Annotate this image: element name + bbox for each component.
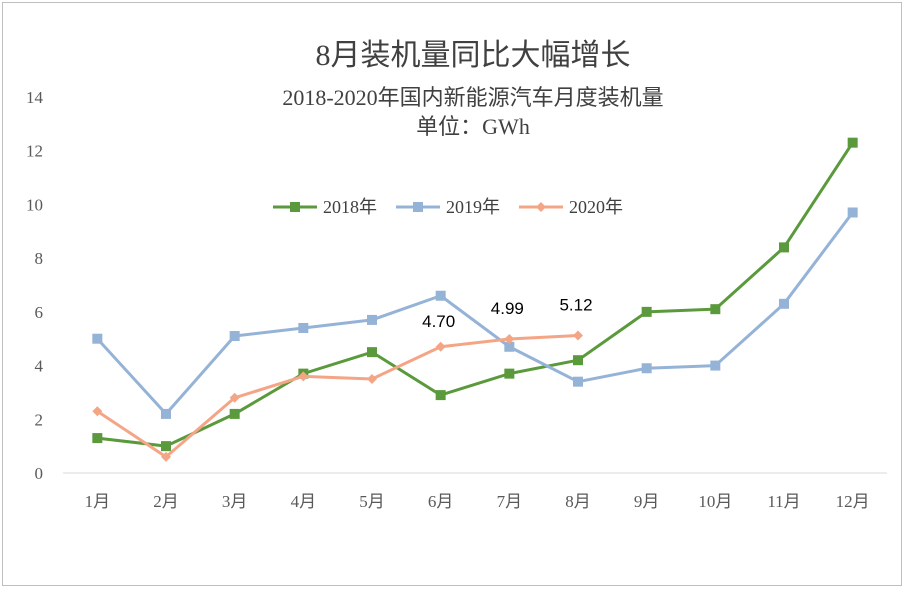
- y-tick-label: 6: [35, 303, 44, 322]
- data-point-marker: [435, 390, 446, 401]
- x-tick-label: 5月: [359, 492, 385, 511]
- data-point-marker: [710, 304, 721, 315]
- series-line: [96, 211, 854, 416]
- y-tick-label: 2: [35, 410, 44, 429]
- data-point-marker: [847, 207, 858, 218]
- legend-marker: [413, 202, 423, 212]
- data-point-marker: [92, 433, 103, 444]
- data-point-marker: [779, 298, 789, 309]
- chart-subtitle: 2018-2020年国内新能源汽车月度装机量: [282, 85, 663, 110]
- legend-marker: [536, 202, 546, 212]
- x-tick-label: 3月: [222, 492, 248, 511]
- line-chart: 8月装机量同比大幅增长 2018-2020年国内新能源汽车月度装机量 单位：GW…: [26, 39, 887, 511]
- data-label: 4.99: [491, 299, 524, 318]
- data-point-marker: [641, 306, 652, 317]
- data-label: 4.70: [422, 312, 455, 331]
- x-tick-label: 2月: [153, 492, 179, 511]
- data-label: 5.12: [559, 295, 592, 314]
- x-tick-label: 9月: [634, 492, 660, 511]
- data-point-marker: [229, 392, 240, 403]
- y-tick-label: 0: [35, 464, 44, 483]
- data-point-marker: [161, 441, 171, 452]
- y-tick-label: 10: [26, 195, 43, 214]
- data-point-marker: [92, 406, 103, 417]
- x-tick-label: 6月: [428, 492, 454, 511]
- series-line: [96, 333, 579, 459]
- legend-item: 2018年: [273, 197, 377, 217]
- legend-item: 2020年: [519, 197, 623, 217]
- legend-label: 2018年: [323, 197, 377, 217]
- data-point-marker: [161, 451, 171, 462]
- data-point-marker: [504, 368, 515, 379]
- legend-label: 2019年: [446, 197, 500, 217]
- legend-label: 2020年: [569, 197, 623, 217]
- chart-unit: 单位：GWh: [416, 114, 530, 139]
- data-point-marker: [847, 137, 858, 148]
- data-point-marker: [573, 376, 583, 387]
- data-point-marker: [641, 363, 652, 374]
- legend-marker: [290, 202, 300, 212]
- x-tick-label: 4月: [291, 492, 317, 511]
- data-point-marker: [710, 360, 721, 371]
- data-point-marker: [435, 341, 446, 352]
- data-point-marker: [367, 374, 377, 384]
- x-tick-label: 10月: [698, 492, 732, 511]
- data-point-marker: [779, 242, 789, 253]
- data-point-marker: [573, 355, 583, 366]
- x-tick-label: 7月: [497, 492, 523, 511]
- y-tick-label: 4: [35, 357, 44, 376]
- data-point-marker: [435, 290, 446, 301]
- data-point-marker: [161, 408, 171, 419]
- data-point-marker: [367, 314, 377, 325]
- x-tick-label: 11月: [767, 492, 800, 511]
- data-point-marker: [229, 408, 240, 419]
- y-tick-label: 8: [35, 249, 44, 268]
- series-2: [92, 207, 858, 419]
- y-tick-label: 14: [26, 88, 44, 107]
- chart-title: 8月装机量同比大幅增长: [316, 39, 631, 72]
- data-point-marker: [298, 371, 309, 382]
- series-3: [92, 330, 583, 462]
- series-line: [97, 141, 854, 448]
- data-point-marker: [229, 331, 240, 342]
- data-point-marker: [92, 333, 103, 344]
- x-tick-label: 12月: [836, 492, 870, 511]
- data-point-marker: [298, 322, 309, 333]
- chart-frame: 8月装机量同比大幅增长 2018-2020年国内新能源汽车月度装机量 单位：GW…: [2, 2, 902, 586]
- data-point-marker: [504, 341, 515, 352]
- data-point-marker: [573, 330, 583, 341]
- x-tick-label: 1月: [85, 492, 111, 511]
- data-point-marker: [504, 333, 515, 344]
- legend-item: 2019年: [396, 197, 500, 217]
- series-1: [92, 137, 858, 452]
- y-tick-label: 12: [26, 142, 43, 161]
- data-point-marker: [367, 347, 377, 358]
- x-tick-label: 8月: [565, 492, 591, 511]
